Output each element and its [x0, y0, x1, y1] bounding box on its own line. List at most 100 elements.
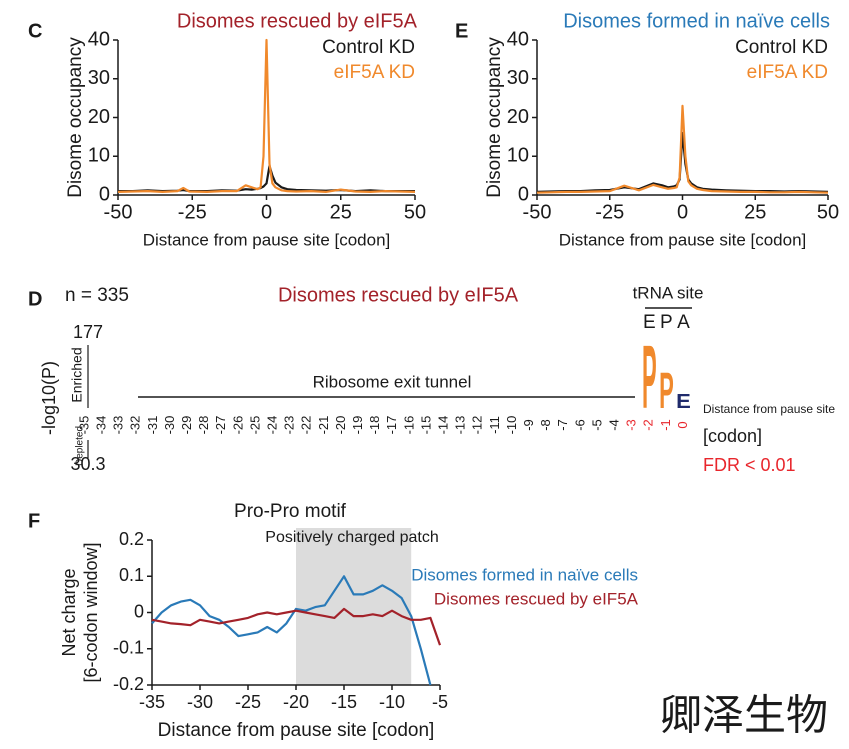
series-line: [536, 131, 829, 193]
position-label: -35: [76, 416, 91, 435]
position-label: -26: [230, 416, 245, 435]
position-label: -15: [418, 416, 433, 435]
x-tick-label: -20: [283, 692, 309, 712]
position-label: -6: [572, 419, 587, 431]
legend-label: Disomes formed in naïve cells: [411, 565, 638, 584]
position-label: -8: [538, 419, 553, 431]
position-label: -7: [555, 419, 570, 431]
y-axis-label: -log10(P): [39, 361, 59, 435]
logo-letter: P: [642, 327, 657, 427]
legend-label: Disomes rescued by eIF5A: [434, 589, 639, 608]
x-tick-label: -25: [595, 201, 624, 223]
x-axis-label: Distance from pause site [codon]: [158, 720, 435, 741]
enriched-max: 177: [73, 322, 103, 342]
position-label: -18: [367, 416, 382, 435]
watermark: 卿泽生物: [660, 691, 828, 740]
position-label: -31: [145, 416, 160, 435]
position-label: -13: [453, 416, 468, 435]
position-label: -5: [589, 419, 604, 431]
position-label: -30: [162, 416, 177, 435]
x-tick-label: -35: [139, 692, 165, 712]
x-axis-label: Distance from pause site [codon]: [143, 230, 391, 249]
y-tick-label: 40: [507, 28, 529, 50]
position-label: -11: [487, 416, 502, 434]
position-label: -12: [470, 416, 485, 435]
site-letter: A: [677, 312, 690, 333]
position-label: 0: [675, 421, 690, 428]
position-label: -20: [333, 416, 348, 435]
y-tick-label: 0: [134, 601, 144, 621]
tunnel-label: Ribosome exit tunnel: [313, 372, 472, 391]
logo-letter: P: [659, 364, 674, 420]
shaded-region: [296, 528, 412, 685]
legend-label: Control KD: [735, 37, 828, 58]
logo-letter: E: [676, 391, 691, 413]
panel-label: D: [28, 288, 42, 310]
position-label: -9: [521, 419, 536, 431]
x-tick-label: -25: [178, 201, 207, 223]
y-tick-label: 40: [88, 28, 110, 50]
y-tick-label: -0.2: [113, 674, 144, 694]
site-letter: E: [643, 312, 656, 333]
y-tick-label: 0.1: [119, 565, 144, 585]
position-label: -1: [658, 419, 673, 431]
position-label: -33: [111, 416, 126, 435]
position-label: -3: [624, 419, 639, 431]
position-label: -14: [436, 416, 451, 435]
x-tick-label: -30: [187, 692, 213, 712]
y-tick-label: -0.1: [113, 638, 144, 658]
fdr-label: FDR < 0.01: [703, 455, 796, 475]
site-letter: P: [660, 312, 673, 333]
x-tick-label: 0: [261, 201, 272, 223]
y-axis-label: Net charge: [59, 568, 79, 656]
position-label: -29: [179, 416, 194, 435]
legend-label: eIF5A KD: [747, 62, 828, 83]
series-line: [536, 104, 829, 194]
chart-title: Disomes rescued by eIF5A: [177, 10, 418, 32]
series-line: [151, 607, 442, 646]
position-label: -21: [316, 416, 331, 435]
series-line: [117, 38, 416, 193]
y-axis-label: Disome occupancy: [484, 37, 505, 198]
y-tick-label: 20: [88, 106, 110, 128]
series-line: [151, 575, 432, 686]
y-axis-label: Disome occupancy: [65, 37, 86, 198]
position-label: -22: [299, 416, 314, 435]
y-tick-label: 0: [99, 183, 110, 205]
y-tick-label: 10: [507, 145, 529, 167]
x-axis-label: Distance from pause site [codon]: [559, 230, 807, 249]
position-label: -4: [607, 419, 622, 431]
x-tick-label: -25: [235, 692, 261, 712]
panel-label: E: [455, 20, 468, 42]
chart-title: Disomes rescued by eIF5A: [278, 284, 519, 306]
position-label: -19: [350, 416, 365, 435]
depleted-max: 30.3: [70, 454, 105, 474]
position-label: -32: [128, 416, 143, 435]
chart-title: Disomes formed in naïve cells: [563, 10, 830, 32]
legend-label: eIF5A KD: [334, 62, 415, 83]
x-tick-label: 25: [744, 201, 766, 223]
count-label: n = 335: [65, 285, 129, 306]
x-axis-label: Distance from pause site: [703, 402, 835, 416]
position-label: -25: [247, 416, 262, 435]
position-label: -27: [213, 416, 228, 435]
x-tick-label: 50: [817, 201, 839, 223]
x-tick-label: -15: [331, 692, 357, 712]
position-label: -17: [384, 416, 399, 435]
depleted-label: Depleted: [75, 426, 86, 466]
x-tick-label: -50: [104, 201, 133, 223]
x-tick-label: -5: [432, 692, 448, 712]
x-tick-label: 50: [404, 201, 426, 223]
y-tick-label: 20: [507, 106, 529, 128]
y-tick-label: 30: [88, 67, 110, 89]
annotation: Pro-Pro motif: [234, 501, 347, 522]
position-label: -23: [282, 416, 297, 435]
x-axis-label: [codon]: [703, 426, 762, 446]
position-label: -28: [196, 416, 211, 435]
position-label: -24: [265, 416, 280, 435]
y-tick-label: 30: [507, 67, 529, 89]
series-line: [118, 164, 415, 193]
x-tick-label: 25: [330, 201, 352, 223]
enriched-label: Enriched: [69, 347, 85, 402]
